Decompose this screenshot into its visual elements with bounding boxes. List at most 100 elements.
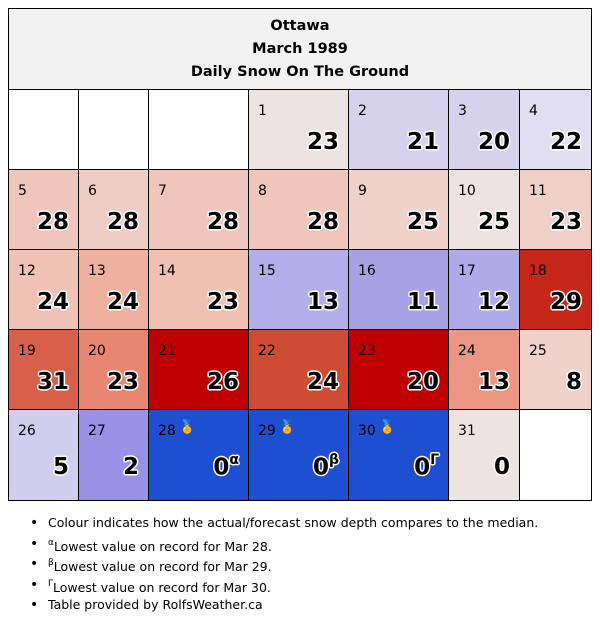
snow-depth-number: 24 [36, 289, 69, 315]
day-cell-1: 1 23 [249, 90, 349, 170]
day-number: 28 [158, 423, 176, 439]
footnote-text: Colour indicates how the actual/forecast… [48, 515, 539, 530]
snow-depth-value: 22 [550, 129, 582, 155]
snow-depth-value: 31 [37, 369, 69, 395]
snow-depth-value: 13 [307, 289, 339, 315]
snow-depth-number: 25 [477, 209, 510, 235]
snow-depth-value: 0 [494, 454, 510, 480]
day-number: 6 [88, 183, 97, 199]
day-number: 27 [88, 423, 106, 439]
snow-depth-number: 29 [549, 289, 582, 315]
snow-depth-number: 28 [106, 209, 139, 235]
snow-depth-value: 26 [207, 369, 239, 395]
snow-depth-value: 0β [313, 452, 339, 481]
snow-depth-number: 20 [406, 369, 439, 395]
record-medal-icon: 🏅 [179, 420, 196, 435]
footnote-marker: α [48, 537, 54, 548]
snow-depth-number: 28 [306, 209, 339, 235]
record-marker: α [229, 452, 239, 468]
footnote-item: ΓLowest value on record for Mar 30. [30, 575, 538, 596]
day-cell-19: 19 31 [9, 330, 79, 410]
snow-depth-value: 28 [107, 209, 139, 235]
day-cell-2: 2 21 [349, 90, 449, 170]
snow-depth-number: 5 [52, 454, 69, 480]
footnote-text: Lowest value on record for Mar 30. [53, 579, 271, 595]
day-number: 9 [358, 183, 367, 199]
chart-title: Daily Snow On The Ground [190, 64, 410, 80]
snow-depth-number: 25 [406, 209, 439, 235]
empty-day-cell [149, 90, 249, 170]
footnote-item: βLowest value on record for Mar 29. [30, 554, 538, 575]
day-number: 30 [358, 423, 376, 439]
footnote-text: Lowest value on record for Mar 28. [53, 538, 272, 554]
snow-depth-value: 24 [37, 289, 69, 315]
snow-depth-number: 11 [406, 289, 439, 315]
day-number: 2 [358, 103, 367, 119]
month-title: March 1989 [252, 41, 348, 57]
day-number: 8 [258, 183, 267, 199]
day-cell-22: 22 24 [249, 330, 349, 410]
footnote-text: Table provided by RolfsWeather.ca [48, 597, 263, 612]
day-cell-6: 6 28 [79, 170, 149, 250]
day-cell-14: 14 23 [149, 250, 249, 330]
day-cell-8: 8 28 [249, 170, 349, 250]
day-number: 25 [529, 343, 547, 359]
footnote-item: Colour indicates how the actual/forecast… [30, 513, 538, 534]
day-number: 4 [529, 103, 538, 119]
day-cell-3: 3 20 [449, 90, 520, 170]
day-cell-16: 16 11 [349, 250, 449, 330]
day-number: 1 [258, 103, 267, 119]
record-medal-icon: 🏅 [279, 420, 296, 435]
snow-depth-value: 25 [478, 209, 510, 235]
snow-depth-number: 22 [549, 129, 582, 155]
day-cell-20: 20 23 [79, 330, 149, 410]
snow-depth-number: 23 [549, 209, 582, 235]
snow-depth-value: 24 [107, 289, 139, 315]
empty-day-cell [79, 90, 149, 170]
day-number: 14 [158, 263, 176, 279]
snow-depth-value: 28 [207, 209, 239, 235]
day-number: 29 [258, 423, 276, 439]
snow-depth-value: 20 [478, 129, 510, 155]
footnotes-list: Colour indicates how the actual/forecast… [30, 513, 538, 616]
day-number: 10 [458, 183, 476, 199]
day-cell-28: 28 🏅 0α [149, 410, 249, 500]
snow-depth-number: 26 [206, 369, 239, 395]
snow-depth-number: 23 [206, 289, 239, 315]
snow-depth-number: 28 [36, 209, 69, 235]
snow-depth-value: 2 [123, 454, 139, 480]
day-cell-10: 10 25 [449, 170, 520, 250]
snow-depth-value: 12 [478, 289, 510, 315]
snow-depth-value: 0α [213, 452, 239, 481]
day-number: 7 [158, 183, 167, 199]
day-number: 21 [158, 343, 176, 359]
snow-depth-value: 24 [307, 369, 339, 395]
day-cell-15: 15 13 [249, 250, 349, 330]
snow-depth-number: 21 [406, 129, 439, 155]
day-cell-31: 31 0 [449, 410, 520, 500]
day-number: 5 [18, 183, 27, 199]
day-number: 24 [458, 343, 476, 359]
snow-depth-value: 29 [550, 289, 582, 315]
day-number: 22 [258, 343, 276, 359]
snow-depth-number: 13 [477, 369, 510, 395]
day-number: 26 [18, 423, 36, 439]
footnote-item: αLowest value on record for Mar 28. [30, 534, 538, 555]
day-cell-9: 9 25 [349, 170, 449, 250]
snow-depth-value: 28 [37, 209, 69, 235]
day-cell-7: 7 28 [149, 170, 249, 250]
snow-depth-value: 23 [550, 209, 582, 235]
day-cell-21: 21 26 [149, 330, 249, 410]
snow-depth-number: 0 [414, 454, 431, 481]
snow-depth-number: 8 [565, 369, 582, 395]
day-number: 23 [358, 343, 376, 359]
snow-depth-value: 23 [207, 289, 239, 315]
snow-depth-number: 31 [36, 369, 69, 395]
snow-depth-value: 23 [107, 369, 139, 395]
snow-depth-number: 12 [477, 289, 510, 315]
day-cell-13: 13 24 [79, 250, 149, 330]
day-cell-24: 24 13 [449, 330, 520, 410]
snow-depth-value: 23 [307, 129, 339, 155]
snow-depth-number: 24 [306, 369, 339, 395]
day-cell-4: 4 22 [520, 90, 591, 170]
